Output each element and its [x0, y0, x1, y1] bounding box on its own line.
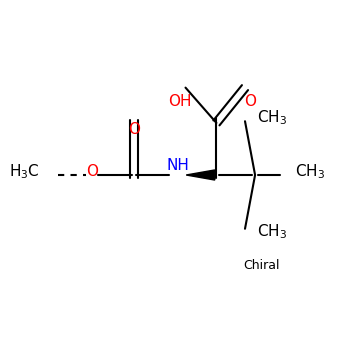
Text: O: O — [244, 94, 256, 109]
Text: O: O — [128, 122, 140, 137]
Text: CH$_3$: CH$_3$ — [295, 162, 326, 181]
Text: O: O — [86, 164, 98, 179]
Text: NH: NH — [166, 158, 189, 173]
Text: OH: OH — [168, 94, 191, 109]
Text: H$_3$C: H$_3$C — [9, 162, 40, 181]
Text: Chiral: Chiral — [243, 259, 280, 272]
Text: CH$_3$: CH$_3$ — [257, 108, 287, 127]
Polygon shape — [186, 170, 215, 180]
Text: CH$_3$: CH$_3$ — [257, 223, 287, 242]
